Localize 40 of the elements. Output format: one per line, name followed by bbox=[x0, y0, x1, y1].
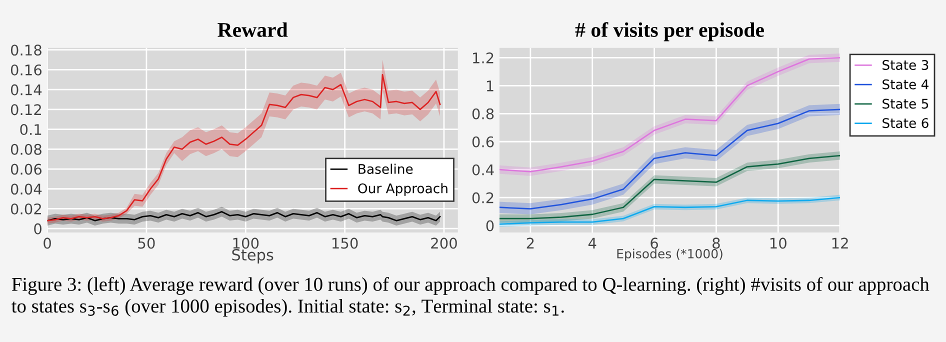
x-tick-label: 0 bbox=[44, 238, 51, 249]
x-axis-title: Episodes (*1000) bbox=[617, 248, 722, 261]
legend-label: Baseline bbox=[358, 164, 413, 174]
y-tick-label: 1.2 bbox=[473, 52, 494, 64]
legend-label: State 3 bbox=[882, 60, 928, 70]
y-tick-label: 0.16 bbox=[10, 64, 42, 76]
legend-label: Our Approach bbox=[358, 183, 448, 196]
text: Figure 3: (left) Average reward (over 10 runs) of our approach compared to Q-learning. (right) #visits of our approach to states s$_{3}$-s$_{6}$ (over 1000 episodes). Initial state: s$_{2}$, Terminal state: s$_{1}$. bbox=[12, 277, 930, 317]
y-tick-label: 0 bbox=[486, 220, 494, 232]
x-tick-label: 8 bbox=[712, 238, 720, 249]
y-tick-label: 0.06 bbox=[10, 164, 42, 175]
x-tick-label: 150 bbox=[332, 238, 358, 249]
chart-title: # of visits per episode bbox=[575, 22, 764, 42]
x-axis-title: Steps bbox=[232, 249, 274, 264]
y-tick-label: 0.2 bbox=[472, 192, 494, 204]
x-tick-label: 12 bbox=[832, 238, 848, 248]
y-tick-label: 0.12 bbox=[10, 104, 41, 116]
x-tick-label: 10 bbox=[770, 238, 786, 249]
y-tick-label: 0.02 bbox=[10, 203, 41, 214]
chart-title: Reward bbox=[218, 22, 288, 37]
legend-label: State 4 bbox=[882, 79, 928, 90]
y-tick-label: 0.14 bbox=[10, 84, 42, 96]
x-tick-label: 2 bbox=[526, 238, 534, 248]
y-tick-label: 0.18 bbox=[10, 44, 42, 56]
y-tick-label: 0.08 bbox=[10, 144, 42, 155]
y-tick-label: 0.8 bbox=[472, 108, 494, 120]
y-tick-label: 0.6 bbox=[472, 136, 494, 148]
x-tick-label: 200 bbox=[431, 238, 457, 249]
legend-label: State 5 bbox=[882, 98, 928, 109]
x-tick-label: 50 bbox=[138, 238, 155, 249]
y-tick-label: 0.4 bbox=[472, 164, 494, 176]
y-tick-label: 0 bbox=[34, 223, 42, 234]
y-tick-label: 1 bbox=[486, 80, 494, 92]
y-tick-label: 0.04 bbox=[10, 184, 42, 195]
legend-label: State 6 bbox=[882, 118, 928, 128]
x-tick-label: 6 bbox=[650, 238, 658, 249]
y-tick-label: 0.1 bbox=[20, 124, 42, 136]
x-tick-label: 4 bbox=[588, 238, 596, 248]
line-series bbox=[47, 211, 441, 222]
x-tick-label: 100 bbox=[233, 238, 259, 249]
